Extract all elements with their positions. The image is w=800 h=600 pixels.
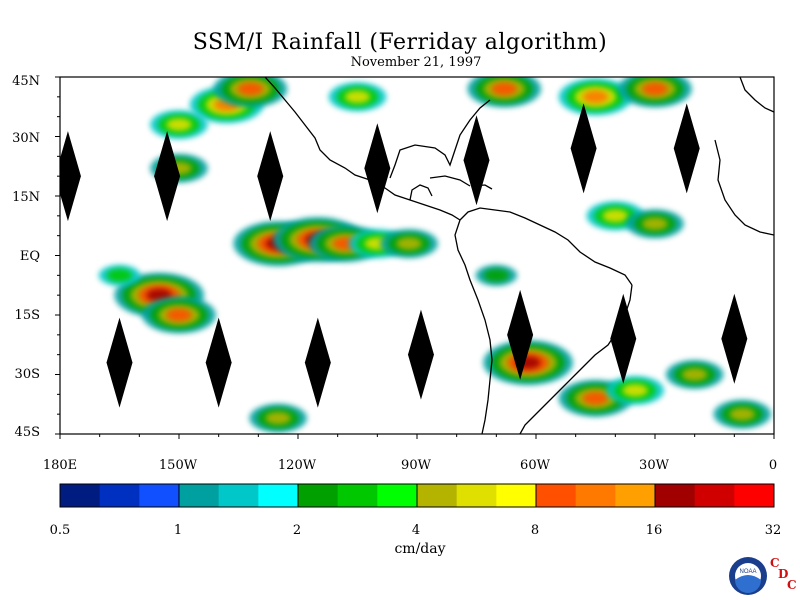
noaa-logo-text: NOAA	[739, 569, 756, 575]
colorbar-swatch	[60, 484, 101, 507]
colorbar-swatch	[417, 484, 458, 507]
x-tick-label: 30W	[639, 458, 669, 473]
coastline-cuba	[429, 175, 471, 187]
x-tick-label: 90W	[401, 458, 431, 473]
map-tick-marks	[55, 76, 775, 439]
rain-area	[249, 403, 307, 433]
x-tick-label: 0	[768, 458, 778, 473]
rain-area	[713, 399, 772, 429]
cdc-letter: C	[770, 556, 780, 570]
map-title: SSM/I Rainfall (Ferriday algorithm)	[192, 30, 608, 55]
x-tick-label: 120W	[277, 458, 317, 473]
colorbar-swatch	[536, 484, 577, 507]
y-tick-label: 30N	[12, 131, 40, 146]
colorbar-swatch	[298, 484, 339, 507]
colorbar-tick-label: 1	[173, 523, 183, 538]
rain-area	[467, 77, 542, 108]
colorbar-tick-label: 0.5	[49, 523, 71, 538]
missing-data-diamond	[507, 289, 534, 380]
rain-layer	[98, 77, 772, 433]
colorbar-unit-label: cm/day	[394, 541, 446, 557]
coastline-europe	[739, 77, 774, 113]
y-tick-label: EQ	[19, 249, 40, 264]
coastline-north-america-west	[264, 77, 461, 221]
missing-data-diamonds	[60, 103, 748, 408]
colorbar-swatch	[655, 484, 696, 507]
coastline-south-america-north	[459, 207, 633, 286]
y-tick-label: 45N	[12, 74, 40, 89]
missing-data-diamond	[610, 293, 637, 384]
colorbar-swatch	[496, 484, 537, 507]
coastlines	[264, 77, 774, 434]
missing-data-diamond	[154, 131, 181, 222]
rain-area	[606, 375, 664, 405]
missing-data-diamond	[570, 103, 597, 194]
missing-data-diamond	[364, 123, 391, 214]
rain-area	[150, 110, 208, 139]
rain-area	[665, 360, 724, 389]
rain-area	[213, 77, 288, 108]
colorbar-tick-label: 16	[645, 523, 663, 538]
rain-area	[626, 209, 684, 239]
x-tick-label: 150W	[158, 458, 198, 473]
coastline-south-america-west	[454, 219, 493, 434]
colorbar-tick-label: 2	[292, 523, 302, 538]
missing-data-diamond	[463, 115, 490, 206]
colorbar-swatch	[99, 484, 140, 507]
colorbar-swatch	[218, 484, 259, 507]
missing-data-diamond	[257, 131, 284, 222]
missing-data-diamond	[721, 293, 748, 384]
missing-data-diamond	[304, 317, 331, 408]
rain-area	[328, 82, 387, 112]
rain-area	[98, 264, 141, 286]
colorbar-swatch	[694, 484, 735, 507]
colorbar-swatch	[734, 484, 775, 507]
y-tick-label: 15N	[12, 190, 40, 205]
coastline-africa	[714, 139, 774, 236]
colorbar-swatch	[258, 484, 299, 507]
colorbar-swatch	[456, 484, 497, 507]
cdc-letter: D	[778, 567, 789, 581]
colorbar-swatch	[337, 484, 378, 507]
rain-area	[618, 77, 692, 108]
rain-area	[142, 296, 216, 334]
x-tick-label: 60W	[520, 458, 550, 473]
coastline-gulf-east	[389, 99, 491, 179]
rain-area	[558, 78, 633, 116]
missing-data-diamond	[205, 317, 232, 408]
map-subtitle: November 21, 1997	[350, 55, 482, 70]
y-tick-label: 45S	[14, 425, 40, 440]
missing-data-diamond	[673, 103, 700, 194]
colorbar-swatch	[575, 484, 616, 507]
colorbar-tick-label: 8	[530, 523, 540, 538]
colorbar	[59, 483, 775, 508]
rain-area	[380, 229, 438, 258]
x-tick-label: 180E	[42, 458, 78, 473]
colorbar-swatch	[615, 484, 656, 507]
colorbar-tick-label: 4	[411, 523, 421, 538]
noaa-logo: NOAA	[729, 557, 767, 595]
colorbar-tick-label: 32	[764, 523, 782, 538]
rain-area	[475, 264, 518, 286]
colorbar-swatch	[139, 484, 180, 507]
coastline-yucatan	[409, 184, 433, 201]
missing-data-diamond	[60, 131, 81, 222]
missing-data-diamond	[106, 317, 133, 408]
colorbar-swatch	[179, 484, 220, 507]
y-tick-label: 30S	[14, 367, 40, 382]
y-tick-label: 15S	[14, 308, 40, 323]
missing-data-diamond	[407, 309, 434, 400]
cdc-letter: C	[787, 578, 797, 592]
colorbar-swatch	[377, 484, 418, 507]
